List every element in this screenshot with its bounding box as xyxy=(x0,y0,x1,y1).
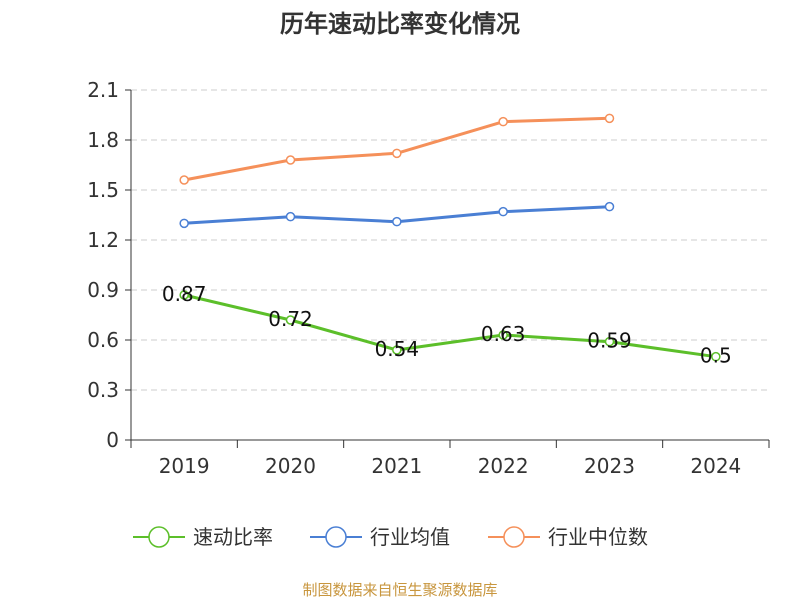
data-label: 0.87 xyxy=(162,282,207,306)
data-point xyxy=(179,290,189,300)
legend-marker xyxy=(503,526,525,548)
legend[interactable]: 速动比率 行业均值 行业中位数 xyxy=(133,525,648,549)
y-tick-label: 0.9 xyxy=(87,278,119,302)
data-point xyxy=(498,330,508,340)
data-point xyxy=(604,113,615,124)
data-point xyxy=(604,201,615,212)
data-point xyxy=(285,315,296,325)
x-tick-label: 2019 xyxy=(159,454,210,478)
data-point xyxy=(711,351,721,362)
y-tick-label: 0.6 xyxy=(87,328,119,352)
data-label: 0.63 xyxy=(481,322,526,346)
y-tick-label: 0.3 xyxy=(87,378,119,402)
data-point xyxy=(392,148,402,159)
data-point xyxy=(498,206,508,217)
chart-title: 历年速动比率变化情况 xyxy=(280,10,520,38)
data-labels: 0.87 0.72 0.54 0.63 0.59 0.5 xyxy=(162,282,732,368)
series-line xyxy=(183,293,717,359)
x-tick-label: 2020 xyxy=(265,454,316,478)
grid-layer xyxy=(131,89,769,391)
data-point xyxy=(392,345,402,355)
data-label: 0.72 xyxy=(268,307,313,331)
x-tick-label: 2024 xyxy=(690,454,741,478)
y-tick-label: 1.2 xyxy=(87,228,119,252)
y-tick-label: 1.8 xyxy=(87,128,119,152)
series-layer xyxy=(179,113,721,362)
data-label: 0.59 xyxy=(587,329,632,353)
data-label: 0.5 xyxy=(700,344,732,368)
data-label: 0.54 xyxy=(375,337,420,361)
data-point xyxy=(179,175,189,185)
data-point xyxy=(285,155,296,165)
data-point xyxy=(604,336,615,347)
legend-label: 行业中位数 xyxy=(548,525,648,549)
legend-marker xyxy=(325,526,347,548)
data-point xyxy=(498,116,508,127)
axis-layer: 0 0.3 0.6 0.9 1.2 1.5 1.8 2.1 2019 2020 2021 2022 20… xyxy=(87,78,770,478)
x-tick-label: 2023 xyxy=(584,454,635,478)
y-tick-label: 2.1 xyxy=(87,78,119,102)
data-point xyxy=(392,216,402,227)
x-tick-label: 2021 xyxy=(371,454,422,478)
legend-label: 速动比率 xyxy=(193,525,273,549)
y-tick-label: 0 xyxy=(106,428,119,452)
legend-item[interactable]: 行业中位数 xyxy=(488,525,648,549)
legend-item[interactable]: 速动比率 xyxy=(133,525,273,549)
source-note: 制图数据来自恒生聚源数据库 xyxy=(302,581,497,599)
legend-label: 行业均值 xyxy=(370,525,450,549)
y-tick-label: 1.5 xyxy=(87,178,119,202)
legend-item[interactable]: 行业均值 xyxy=(310,525,450,549)
data-point xyxy=(285,211,296,222)
data-point xyxy=(179,218,189,229)
legend-marker xyxy=(148,526,170,548)
x-tick-label: 2022 xyxy=(478,454,529,478)
